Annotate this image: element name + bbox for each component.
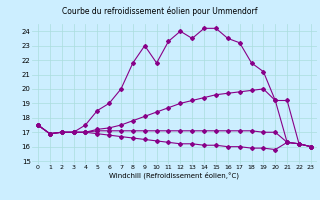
Text: Courbe du refroidissement éolien pour Ummendorf: Courbe du refroidissement éolien pour Um… — [62, 6, 258, 16]
X-axis label: Windchill (Refroidissement éolien,°C): Windchill (Refroidissement éolien,°C) — [109, 172, 239, 179]
